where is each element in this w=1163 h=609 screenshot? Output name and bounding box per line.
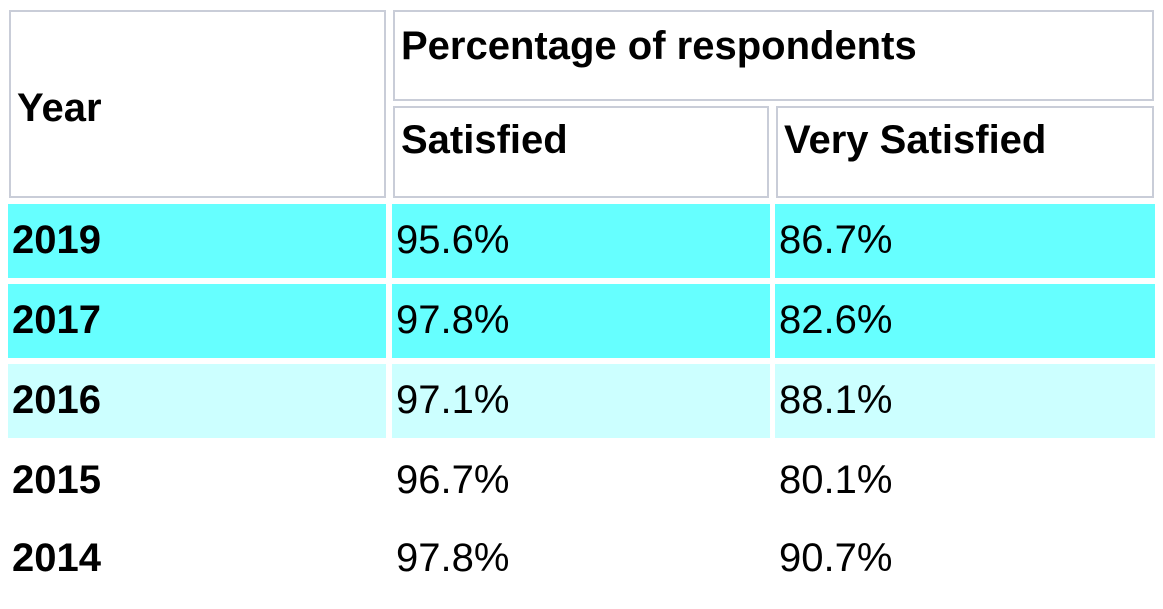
cell-very-satisfied: 90.7% <box>775 522 1155 596</box>
cell-satisfied: 95.6% <box>392 204 770 278</box>
cell-year-value: 2016 <box>12 378 101 422</box>
cell-very-satisfied-value: 82.6% <box>779 298 893 342</box>
cell-satisfied-value: 96.7% <box>396 458 510 502</box>
cell-year: 2016 <box>8 364 386 438</box>
header-satisfied-label: Satisfied <box>401 118 568 162</box>
cell-very-satisfied: 80.1% <box>775 444 1155 518</box>
cell-satisfied: 97.8% <box>392 522 770 596</box>
cell-very-satisfied-value: 80.1% <box>779 458 893 502</box>
header-year-label: Year <box>17 86 102 130</box>
header-percentage-label: Percentage of respondents <box>401 24 917 68</box>
cell-year: 2017 <box>8 284 386 358</box>
cell-satisfied: 97.1% <box>392 364 770 438</box>
cell-satisfied-value: 95.6% <box>396 218 510 262</box>
cell-satisfied-value: 97.1% <box>396 378 510 422</box>
cell-very-satisfied: 86.7% <box>775 204 1155 278</box>
header-very-satisfied-label: Very Satisfied <box>784 118 1047 162</box>
cell-year-value: 2019 <box>12 218 101 262</box>
cell-year-value: 2015 <box>12 458 101 502</box>
header-percentage-group: Percentage of respondents <box>393 10 1154 101</box>
header-satisfied: Satisfied <box>393 106 769 198</box>
cell-year: 2019 <box>8 204 386 278</box>
cell-satisfied-value: 97.8% <box>396 298 510 342</box>
cell-very-satisfied-value: 90.7% <box>779 536 893 580</box>
cell-satisfied: 96.7% <box>392 444 770 518</box>
header-year: Year <box>9 10 386 198</box>
header-very-satisfied: Very Satisfied <box>776 106 1154 198</box>
cell-year-value: 2014 <box>12 536 101 580</box>
cell-very-satisfied: 82.6% <box>775 284 1155 358</box>
cell-very-satisfied: 88.1% <box>775 364 1155 438</box>
cell-year: 2015 <box>8 444 386 518</box>
cell-satisfied: 97.8% <box>392 284 770 358</box>
cell-year: 2014 <box>8 522 386 596</box>
cell-very-satisfied-value: 88.1% <box>779 378 893 422</box>
cell-very-satisfied-value: 86.7% <box>779 218 893 262</box>
cell-year-value: 2017 <box>12 298 101 342</box>
cell-satisfied-value: 97.8% <box>396 536 510 580</box>
